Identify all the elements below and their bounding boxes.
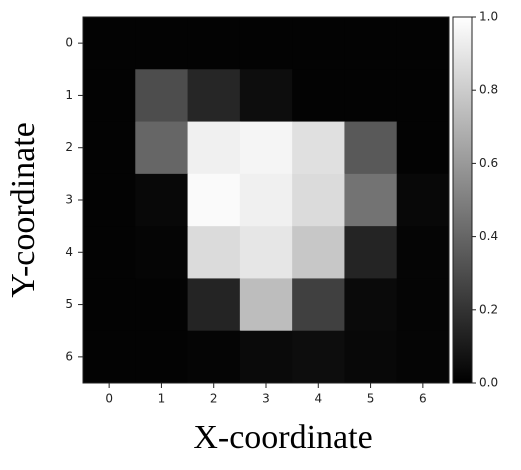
heatmap-cell: [344, 330, 398, 384]
heatmap-cell: [344, 17, 398, 70]
x-tick-label: 5: [367, 392, 375, 406]
heatmap-cell: [239, 226, 293, 279]
heatmap-cell: [344, 278, 398, 332]
y-tick-label: 4: [65, 245, 73, 259]
heatmap-cell: [135, 69, 189, 123]
heatmap-cell: [396, 69, 450, 123]
colorbar: [452, 16, 473, 384]
heatmap-cell: [344, 173, 398, 227]
heatmap-cell: [292, 173, 345, 227]
y-axis-label: Y-coordinate: [5, 122, 42, 298]
y-tick-label: 5: [65, 297, 73, 311]
colorbar-tick-label: 0.2: [479, 302, 498, 316]
y-tick-label: 3: [65, 193, 73, 207]
heatmap-cell: [83, 17, 136, 70]
heatmap-cell: [83, 330, 136, 384]
heatmap-cell: [344, 226, 398, 279]
heatmap-cell: [239, 69, 293, 123]
x-tick-label: 2: [210, 392, 218, 406]
x-tick-label: 1: [158, 392, 166, 406]
heatmap-cell: [292, 330, 345, 384]
heatmap-cell: [396, 17, 450, 70]
heatmap-cell: [292, 17, 345, 70]
heatmap-cell: [187, 17, 241, 70]
heatmap-cell: [292, 278, 345, 332]
heatmap-cell: [187, 121, 241, 175]
heatmap-cell: [135, 278, 189, 332]
heatmap-cell: [83, 226, 136, 279]
heatmap-cell: [239, 330, 293, 384]
heatmap-cell: [239, 17, 293, 70]
heatmap-cell: [396, 121, 450, 175]
heatmap-cell: [83, 278, 136, 332]
heatmap-cell: [187, 226, 241, 279]
heatmap-cell: [187, 173, 241, 227]
heatmap-cell: [83, 69, 136, 123]
heatmap-cell: [83, 121, 136, 175]
heatmap-cell: [344, 69, 398, 123]
colorbar-tick-label: 1.0: [479, 10, 498, 24]
heatmap-cell: [187, 278, 241, 332]
heatmap-cell: [135, 226, 189, 279]
heatmap-cell: [83, 173, 136, 227]
heatmap-cell: [396, 226, 450, 279]
heatmap-cell: [292, 69, 345, 123]
heatmap-cell: [239, 278, 293, 332]
x-axis-label: X-coordinate: [193, 419, 372, 456]
heatmap-cell: [135, 330, 189, 384]
y-tick-label: 1: [65, 88, 73, 102]
heatmap-cell: [396, 330, 450, 384]
heatmap-cell: [344, 121, 398, 175]
heatmap-cell: [135, 173, 189, 227]
heatmap-cell: [239, 173, 293, 227]
heatmap-cell: [396, 278, 450, 332]
colorbar-tick-label: 0.6: [479, 156, 498, 170]
y-tick-label: 0: [65, 36, 73, 50]
heatmap-cell: [135, 17, 189, 70]
colorbar-tick-label: 0.4: [479, 229, 498, 243]
heatmap-cell: [239, 121, 293, 175]
heatmap-cell: [292, 226, 345, 279]
heatmap-cell: [187, 69, 241, 123]
x-tick-label: 4: [314, 392, 322, 406]
x-tick-label: 6: [419, 392, 427, 406]
plot-frame: [82, 16, 450, 384]
heatmap-cell: [396, 173, 450, 227]
x-tick-label: 0: [105, 392, 113, 406]
heatmap-cell: [292, 121, 345, 175]
x-tick-label: 3: [262, 392, 270, 406]
colorbar-tick-label: 0.0: [479, 376, 498, 390]
y-tick-label: 6: [65, 349, 73, 363]
colorbar-tick-label: 0.8: [479, 83, 498, 97]
heatmap-cell: [135, 121, 189, 175]
heatmap-cell: [187, 330, 241, 384]
y-tick-label: 2: [65, 140, 73, 154]
